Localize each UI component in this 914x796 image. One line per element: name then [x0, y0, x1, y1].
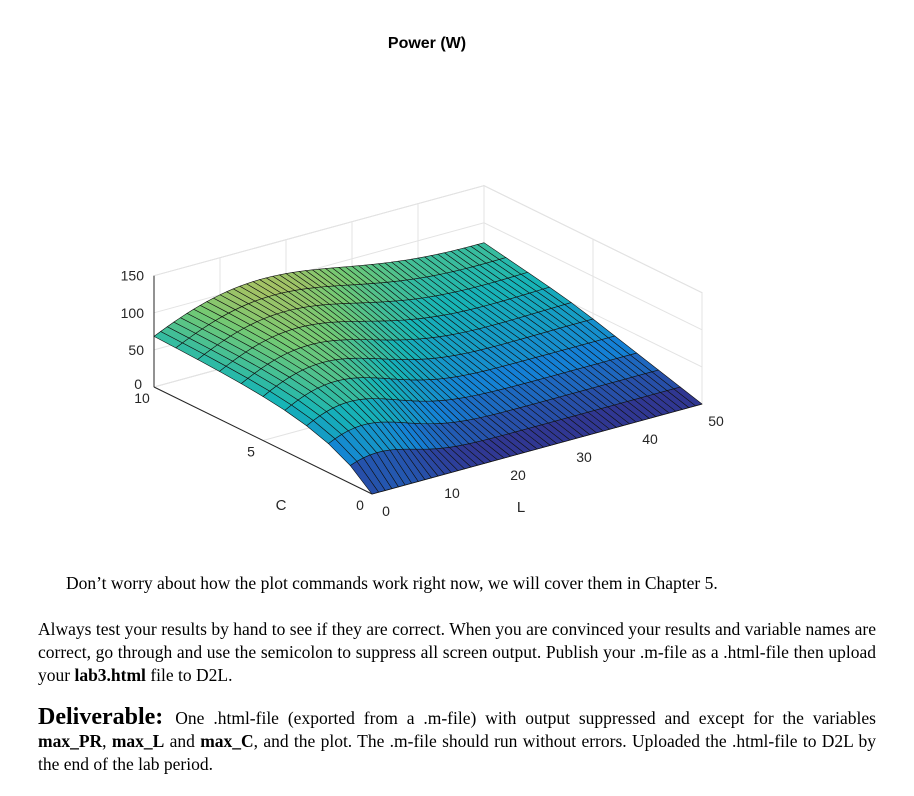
- instructions-text: Always test your results by hand to see …: [38, 619, 876, 685]
- y-axis-line: [153, 386, 373, 495]
- x-tick-label: 50: [708, 413, 724, 429]
- y-tick-label: 10: [134, 390, 150, 406]
- filename-text: lab3.html: [74, 665, 146, 685]
- y-tick-label: 0: [356, 497, 364, 513]
- x-axis-label: L: [517, 499, 525, 516]
- intro-text: Don’t worry about how the plot commands …: [66, 573, 718, 593]
- deliverable-heading: Deliverable:: [38, 704, 164, 730]
- surface-patch: [153, 331, 183, 349]
- conjunction-text: and: [164, 731, 201, 751]
- z-tick-label: 50: [128, 342, 144, 358]
- deliverable-text: One .html-file (exported from a .m-file)…: [175, 708, 876, 728]
- x-tick-label: 10: [444, 485, 460, 501]
- x-tick-label: 30: [576, 449, 592, 465]
- variable-max-pr: max_PR: [38, 731, 103, 751]
- z-tick-label: 150: [121, 268, 145, 284]
- surface-plot: 0 10 20 30 40 50 0 5 10 0 50 100 150 Power (W) L C: [121, 35, 724, 519]
- y-tick-label: 5: [247, 444, 255, 460]
- variable-max-c: max_C: [200, 731, 254, 751]
- x-tick-label: 0: [382, 503, 390, 519]
- z-tick-label: 0: [134, 376, 142, 392]
- plot-title: Power (W): [388, 35, 466, 52]
- instructions-paragraph: Always test your results by hand to see …: [38, 618, 876, 687]
- separator-text: ,: [102, 731, 112, 751]
- intro-sentence: Don’t worry about how the plot commands …: [66, 572, 886, 595]
- x-tick-label: 40: [642, 431, 658, 447]
- deliverable-paragraph: Deliverable: One .html-file (exported fro…: [38, 704, 876, 776]
- surface-mesh: [153, 242, 703, 495]
- grid-line: [153, 185, 703, 294]
- deliverable-text-end: , and the plot. The .m-file should run w…: [38, 731, 876, 774]
- y-axis-label: C: [276, 497, 287, 514]
- z-tick-label: 100: [121, 305, 145, 321]
- x-tick-label: 20: [510, 467, 526, 483]
- variable-max-l: max_L: [111, 731, 165, 751]
- instructions-text-end: file to D2L.: [145, 665, 233, 685]
